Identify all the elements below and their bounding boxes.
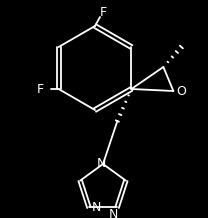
Text: N: N <box>108 208 118 218</box>
Text: N: N <box>92 201 102 214</box>
Text: O: O <box>176 85 186 97</box>
Text: F: F <box>37 82 44 95</box>
Text: F: F <box>99 5 106 19</box>
Text: N: N <box>96 157 106 170</box>
